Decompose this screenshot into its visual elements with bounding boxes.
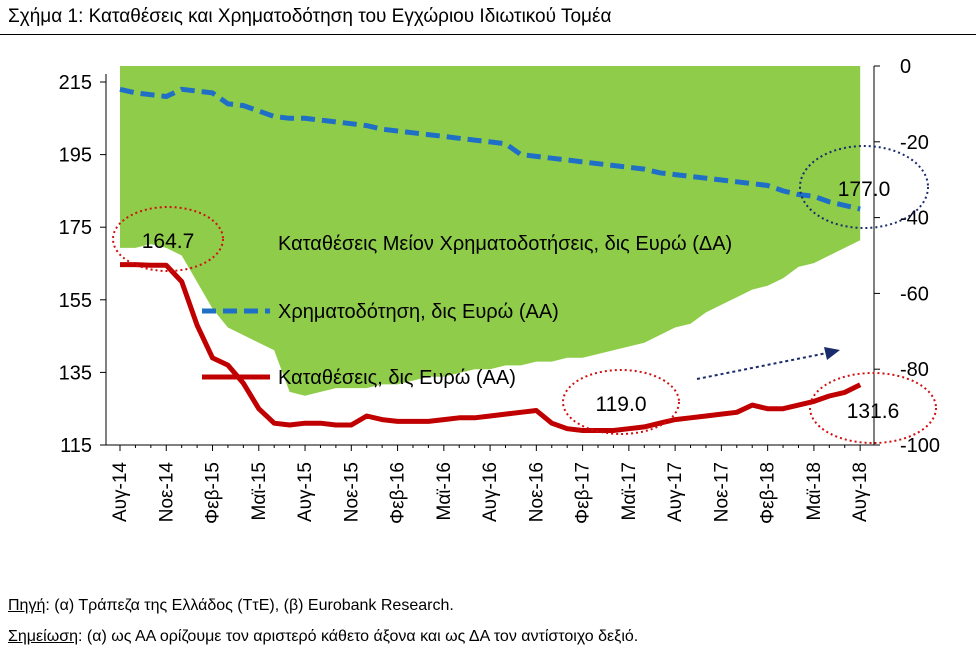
x-axis-tick-label: Νοε-16 <box>526 462 547 522</box>
x-axis-tick-label: Αυγ-17 <box>665 462 686 522</box>
left-axis-tick-label: 215 <box>59 72 92 94</box>
x-axis-tick-label: Μαϊ-18 <box>804 462 825 521</box>
line-credit <box>119 86 861 212</box>
x-axis-tick-label: Μαϊ-17 <box>619 462 640 521</box>
remark-label: Σημείωση <box>8 628 78 645</box>
right-axis-tick-label: -60 <box>900 283 929 305</box>
trend-arrow-line <box>696 352 828 380</box>
x-axis-tick-label: Φεβ-18 <box>758 462 779 524</box>
source-note: Πηγή: (α) Τράπεζα της Ελλάδος (ΤτΕ), (β)… <box>8 597 454 615</box>
annotation-164-7-label: 164.7 <box>142 230 195 253</box>
left-axis-tick-label: 155 <box>59 290 92 312</box>
annotation-164-7-ellipse <box>112 206 224 272</box>
x-axis-tick-label: Νοε-17 <box>711 462 732 522</box>
x-axis-tick-label: Αυγ-14 <box>110 462 131 522</box>
x-axis-tick-label: Νοε-15 <box>341 462 362 522</box>
x-axis-tick-label: Φεβ-16 <box>388 462 409 524</box>
legend-label-credit: Χρηματοδότηση, δις Ευρώ (ΑΑ) <box>278 301 559 323</box>
left-axis-tick-label: 195 <box>59 145 92 167</box>
line-deposits <box>120 262 862 433</box>
x-axis-tick-label: Νοε-14 <box>156 462 177 523</box>
legend-label-area: Καταθέσεις Μείον Χρηματοδοτήσεις, δις Ευ… <box>278 233 732 255</box>
right-axis-tick-label: 0 <box>900 56 911 78</box>
x-axis-tick-label: Φεβ-17 <box>573 462 594 524</box>
deposits-credit-chart: 115 135 155 175 195 215 0 -20 -40 -60 -80 -100 Κατα… <box>59 56 940 524</box>
right-axis-tick-label: -20 <box>900 132 929 154</box>
left-axis-tick-label: 115 <box>60 435 92 457</box>
x-axis-tick-label: Αυγ-18 <box>850 462 871 522</box>
source-label: Πηγή <box>8 597 46 614</box>
right-axis-tick-label: -80 <box>900 359 929 381</box>
annotation-131-6-ellipse <box>809 372 937 444</box>
legend-label-deposits: Καταθέσεις, δις Ευρώ (ΑΑ) <box>278 367 516 389</box>
right-axis-tick-label: -40 <box>900 208 929 230</box>
remark-text: : (α) ως ΑΑ ορίζουμε τον αριστερό κάθετο… <box>77 628 639 645</box>
annotation-119-0-ellipse <box>562 369 680 435</box>
x-axis-tick-label: Φεβ-15 <box>203 462 224 524</box>
source-text: : (α) Τράπεζα της Ελλάδος (ΤτΕ), (β) Eur… <box>45 597 454 614</box>
left-axis-tick-label: 135 <box>59 362 92 384</box>
left-axis-tick-label: 175 <box>59 217 92 239</box>
annotation-119-0-label: 119.0 <box>596 393 647 416</box>
x-axis-tick-label: Αυγ-16 <box>480 462 501 522</box>
area-deposits-minus-credit <box>120 66 861 396</box>
annotation-131-6-label: 131.6 <box>847 400 900 423</box>
annotation-177-0-ellipse <box>799 145 929 229</box>
figure-title: Σχήμα 1: Καταθέσεις και Χρηματοδότηση το… <box>8 6 612 27</box>
x-axis-tick-label: Αυγ-15 <box>295 462 316 522</box>
remark-note: Σημείωση: (α) ως ΑΑ ορίζουμε τον αριστερ… <box>8 628 638 646</box>
right-axis-tick-label: -100 <box>900 435 940 457</box>
title-divider <box>0 34 976 35</box>
x-axis-tick-label: Μαϊ-15 <box>249 462 270 521</box>
x-axis-tick-label: Μαϊ-16 <box>434 462 455 521</box>
trend-arrow-head <box>824 347 840 360</box>
annotation-177-0-label: 177.0 <box>838 178 891 201</box>
